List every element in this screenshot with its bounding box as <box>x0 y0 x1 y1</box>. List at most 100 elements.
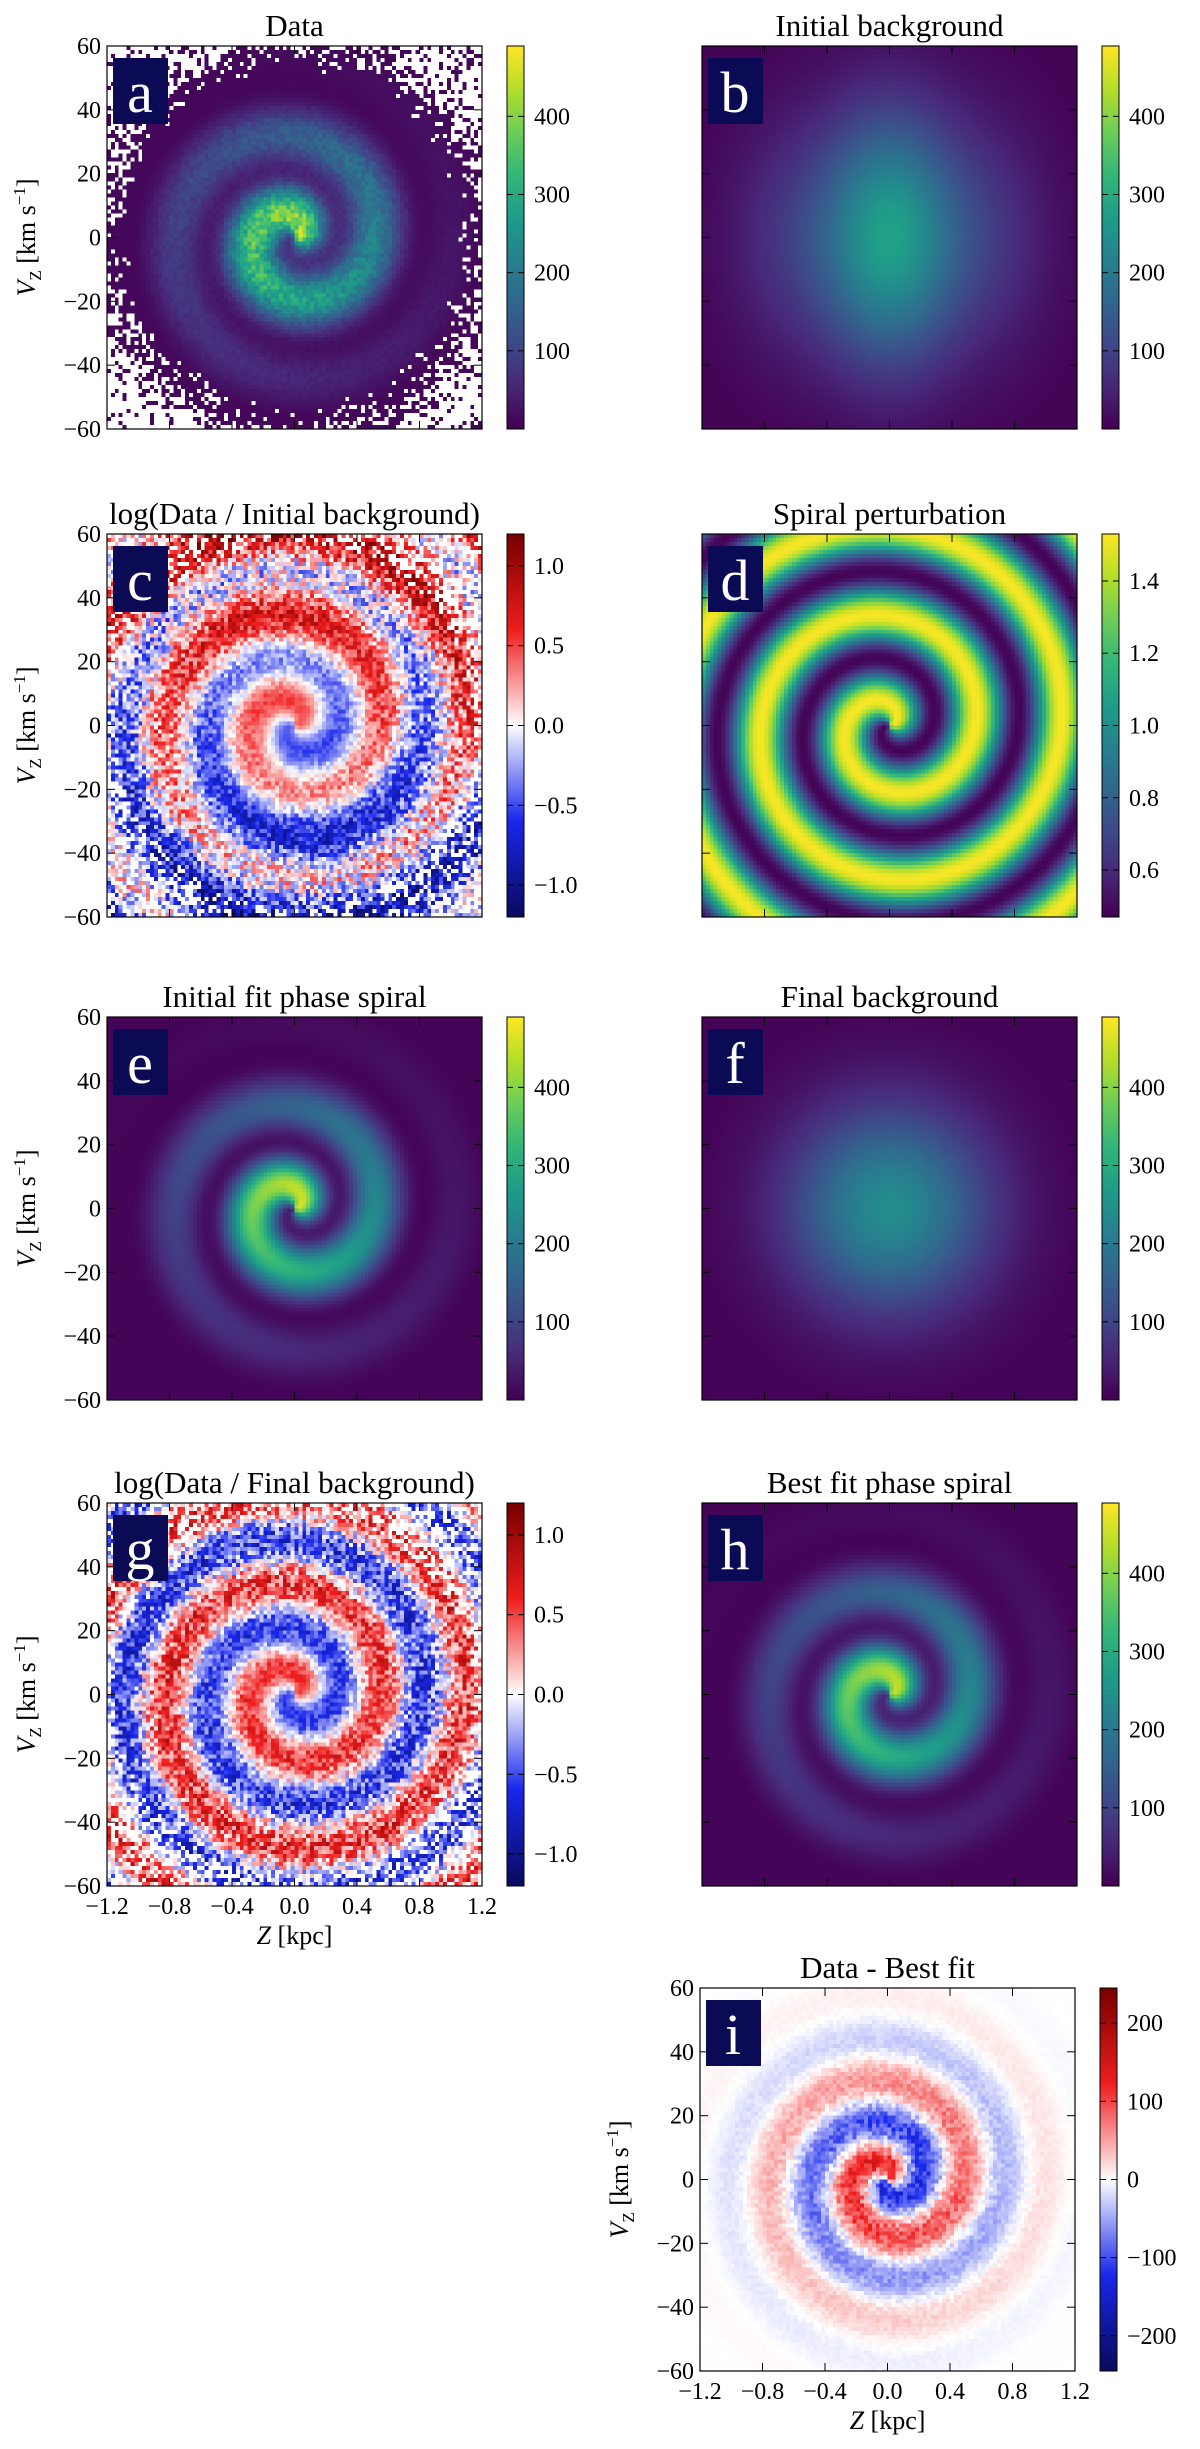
colorbar-tick-label: 1.2 <box>1129 641 1159 667</box>
colorbar-tick-label: 300 <box>534 183 570 209</box>
yaxis-label: VZ [km s−1] <box>10 1149 45 1267</box>
panel-letter-box <box>113 58 168 124</box>
colorbar-tick-label: 400 <box>1129 1561 1165 1587</box>
xtick-label: 0.0 <box>873 2379 903 2405</box>
ytick-label: −40 <box>63 353 101 379</box>
colorbar-tick-label: 100 <box>1127 2089 1163 2115</box>
colorbar-tick-label: 300 <box>1129 183 1165 209</box>
panel-letter-e: e <box>127 1031 153 1096</box>
ytick-label: 20 <box>77 1619 101 1645</box>
colorbar-f <box>1102 1017 1119 1400</box>
colorbar-tick-label: 300 <box>1129 1640 1165 1666</box>
colorbar-tick-label: 1.0 <box>534 554 564 580</box>
xtick-label: 0.8 <box>405 1894 435 1920</box>
panel-i: Data - Best fit −1.2 −0.8 −0.4 0.0 0.4 0.8 1.2 6… <box>603 1950 1177 2435</box>
colorbar-h <box>1102 1503 1119 1886</box>
colorbar-tick-label: 200 <box>1129 1718 1165 1744</box>
ytick-label: −20 <box>63 1746 101 1772</box>
colorbar-frame <box>506 45 525 430</box>
ytick-label: −20 <box>63 777 101 803</box>
colorbar-tick-label: 200 <box>1127 2011 1163 2037</box>
ytick-label: 40 <box>77 1069 101 1095</box>
panel-title-e: Initial fit phase spiral <box>162 979 426 1014</box>
ytick-label: 20 <box>77 650 101 676</box>
xtick-label: 0.0 <box>280 1894 310 1920</box>
panel-title-g: log(Data / Final background) <box>114 1465 475 1500</box>
colorbar-tick-label: 0.8 <box>1129 786 1159 812</box>
colorbar-tick-label: 200 <box>534 261 570 287</box>
colorbar-tick-label: 0.5 <box>534 634 564 660</box>
panel-h: Best fit phase spiral h 100 200 300 400 <box>701 1465 1165 1887</box>
heatmap-b <box>702 46 1077 429</box>
colorbar-i <box>1100 1988 1117 2371</box>
colorbar-tick-label: 200 <box>1129 1232 1165 1258</box>
panel-title-i: Data - Best fit <box>800 1950 975 1985</box>
ytick-label: 0 <box>89 226 101 252</box>
ytick-label: 0 <box>89 714 101 740</box>
ytick-label: −60 <box>656 2359 694 2385</box>
ytick-label: 0 <box>682 2168 694 2194</box>
heatmap-a <box>107 46 482 429</box>
ytick-label: 40 <box>77 1555 101 1581</box>
xtick-label: −0.8 <box>741 2379 785 2405</box>
yaxis-label: VZ [km s−1] <box>10 178 45 296</box>
colorbar-tick-label: 100 <box>534 1310 570 1336</box>
colorbar-tick-label: 0.0 <box>534 714 564 740</box>
colorbar-tick-label: −1.0 <box>534 1842 578 1868</box>
ytick-label: 40 <box>77 586 101 612</box>
panel-c: log(Data / Initial background) 60 40 20 0 −20… <box>10 496 578 931</box>
ytick-label: 0 <box>89 1683 101 1709</box>
colorbar-tick-label: −100 <box>1127 2246 1177 2272</box>
panel-letter-d: d <box>721 548 750 613</box>
heatmap-h <box>702 1503 1077 1886</box>
colorbar-c <box>507 534 524 917</box>
xtick-label: −0.8 <box>148 1894 192 1920</box>
colorbar-tick-label: 1.0 <box>1129 714 1159 740</box>
ytick-label: 60 <box>77 1491 101 1517</box>
panel-letter-box <box>113 1515 168 1581</box>
ytick-label: −60 <box>63 1388 101 1414</box>
panel-g: log(Data / Final background) −1.2 −0.8 −0.4… <box>10 1465 578 1950</box>
colorbar-g <box>507 1503 524 1886</box>
colorbar-tick-label: 1.0 <box>534 1523 564 1549</box>
yaxis-label: VZ [km s−1] <box>10 1635 45 1753</box>
xaxis-label: Z [kpc] <box>850 2406 926 2435</box>
colorbar-frame <box>506 1016 525 1401</box>
colorbar-tick-label: 0 <box>1127 2168 1139 2194</box>
panel-d: Spiral perturbation d 0.6 0.8 1.0 1.2 1.4 <box>701 496 1159 918</box>
ytick-label: −60 <box>63 1874 101 1900</box>
colorbar-e <box>507 1017 524 1400</box>
colorbar-tick-label: 100 <box>1129 1796 1165 1822</box>
ytick-label: −40 <box>656 2295 694 2321</box>
colorbar-tick-label: 0.6 <box>1129 858 1159 884</box>
panel-title-a: Data <box>265 8 324 43</box>
xtick-label: 0.8 <box>998 2379 1028 2405</box>
colorbar-tick-label: 400 <box>1129 104 1165 130</box>
ytick-label: −40 <box>63 1324 101 1350</box>
panel-title-c: log(Data / Initial background) <box>109 496 480 531</box>
panel-letter-box <box>708 1515 763 1581</box>
heatmap-e <box>107 1017 482 1400</box>
heatmap-f <box>702 1017 1077 1400</box>
ytick-label: 40 <box>670 2040 694 2066</box>
ytick-label: 60 <box>670 1976 694 2002</box>
panel-letter-g: g <box>126 1517 155 1582</box>
panel-title-f: Final background <box>781 979 999 1014</box>
xtick-label: −1.2 <box>85 1894 129 1920</box>
ytick-label: 60 <box>77 522 101 548</box>
panel-letter-f: f <box>725 1031 745 1096</box>
colorbar-tick-label: 300 <box>534 1154 570 1180</box>
yaxis-label: VZ [km s−1] <box>603 2120 638 2238</box>
ytick-label: −20 <box>656 2231 694 2257</box>
ytick-label: 0 <box>89 1197 101 1223</box>
colorbar-tick-label: −0.5 <box>534 1762 578 1788</box>
ytick-label: −60 <box>63 905 101 931</box>
colorbar-tick-label: 100 <box>1129 339 1165 365</box>
xtick-label: −0.4 <box>210 1894 254 1920</box>
panel-letter-h: h <box>721 1517 750 1582</box>
xtick-label: 1.2 <box>1060 2379 1090 2405</box>
panel-e: Initial fit phase spiral6040200−20−40−60… <box>10 979 570 1414</box>
ytick-label: 40 <box>77 98 101 124</box>
ytick-label: −20 <box>63 289 101 315</box>
